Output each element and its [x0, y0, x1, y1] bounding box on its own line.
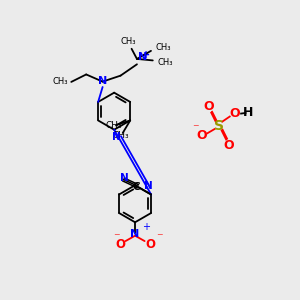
Text: ⁻: ⁻	[157, 231, 163, 244]
Text: N: N	[138, 52, 147, 62]
Text: S: S	[214, 119, 224, 133]
Text: O: O	[203, 100, 214, 113]
Text: CH₃: CH₃	[155, 44, 171, 52]
Text: CH₃: CH₃	[106, 121, 122, 130]
Text: CH₃: CH₃	[53, 77, 68, 86]
Text: CH₃: CH₃	[121, 37, 136, 46]
Text: O: O	[230, 107, 240, 120]
Text: C: C	[132, 182, 140, 192]
Text: O: O	[224, 139, 234, 152]
Text: H: H	[243, 106, 254, 118]
Text: CH₃: CH₃	[157, 58, 173, 67]
Text: N: N	[144, 181, 153, 191]
Text: CH₃: CH₃	[113, 131, 130, 140]
Text: N: N	[98, 76, 107, 85]
Text: O: O	[115, 238, 125, 250]
Text: ⁻: ⁻	[114, 231, 120, 244]
Text: +: +	[142, 222, 150, 232]
Text: +: +	[142, 50, 151, 60]
Text: ⁻: ⁻	[192, 123, 199, 136]
Text: N: N	[130, 229, 140, 239]
Text: O: O	[196, 129, 207, 142]
Text: N: N	[112, 132, 121, 142]
Text: O: O	[145, 238, 155, 250]
Text: N: N	[120, 173, 129, 183]
